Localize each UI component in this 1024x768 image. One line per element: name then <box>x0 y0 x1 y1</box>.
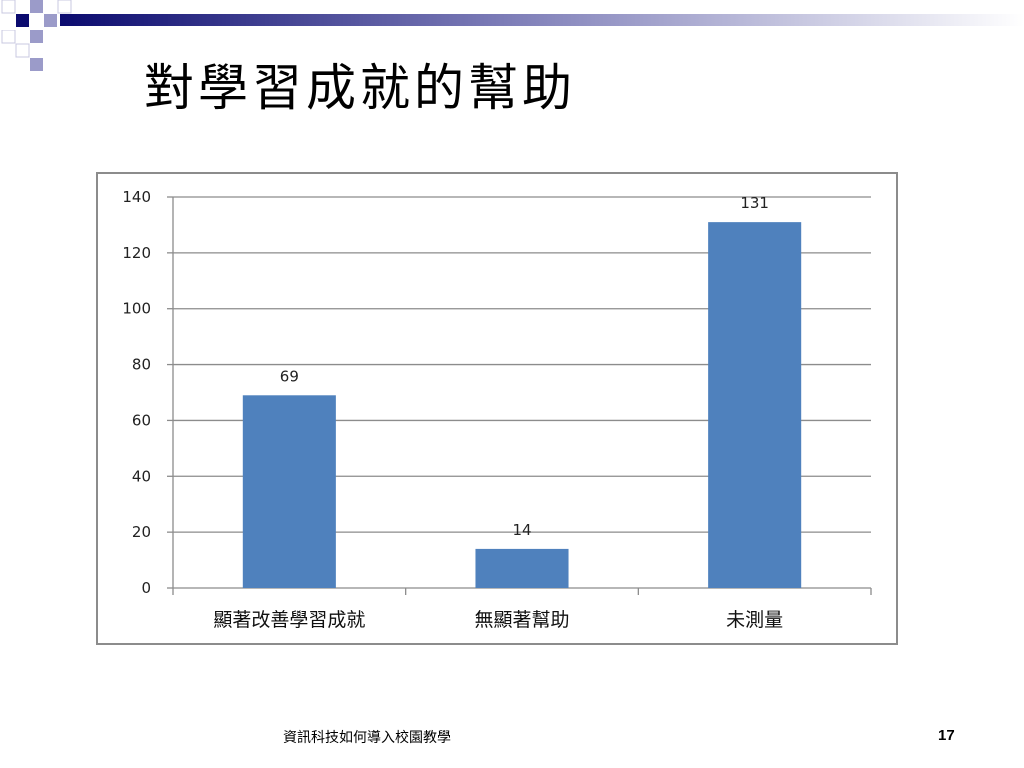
y-tick-label: 0 <box>141 579 151 597</box>
header-decoration-lower <box>1 30 43 71</box>
header-square <box>16 14 29 27</box>
header-square <box>44 14 57 27</box>
header-square <box>57 0 72 14</box>
slide-title: 對學習成就的幫助 <box>144 59 576 117</box>
footer-text: 資訊科技如何導入校園教學 <box>283 730 451 746</box>
y-tick-label: 140 <box>122 188 151 206</box>
y-tick-label: 20 <box>132 523 151 541</box>
y-tick-label: 80 <box>132 356 151 374</box>
bar <box>475 548 569 588</box>
header-gradient-band <box>60 14 1024 26</box>
page-number: 17 <box>938 727 955 744</box>
data-label: 14 <box>512 521 531 539</box>
header-square <box>30 30 43 43</box>
y-tick-label: 100 <box>122 300 151 318</box>
header-square <box>15 43 30 58</box>
header-square <box>1 30 16 44</box>
bar <box>708 222 802 588</box>
data-label: 131 <box>740 194 769 212</box>
header-square <box>1 0 16 14</box>
header-square <box>30 0 43 13</box>
x-category-label: 無顯著幫助 <box>474 609 569 631</box>
y-tick-label: 120 <box>122 244 151 262</box>
y-tick-label: 60 <box>132 411 151 429</box>
chart-canvas: 0 20 40 60 80 100 120 140 69 顯著改善學習成就 14 無顯著幫助 131 未測… <box>122 188 872 631</box>
header-decoration <box>1 0 1024 27</box>
bar-chart: 0 20 40 60 80 100 120 140 69 顯著改善學習成就 14 無顯著幫助 131 未測… <box>96 172 898 645</box>
header-square <box>30 58 43 71</box>
data-label: 69 <box>280 367 299 385</box>
bar <box>242 395 336 588</box>
x-category-label: 顯著改善學習成就 <box>213 609 365 631</box>
y-tick-label: 40 <box>132 467 151 485</box>
x-category-label: 未測量 <box>726 609 783 631</box>
